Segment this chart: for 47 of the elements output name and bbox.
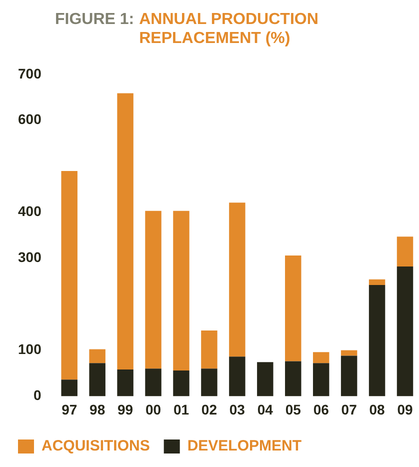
x-tick-label: 06	[313, 401, 330, 418]
bar	[340, 350, 358, 356]
x-tick-label: 07	[341, 401, 358, 418]
bar	[173, 210, 190, 370]
x-tick-label: 05	[285, 401, 302, 418]
x-tick-label: 01	[173, 401, 190, 418]
bar	[340, 356, 358, 396]
bar	[229, 356, 246, 396]
x-tick-label: 97	[62, 401, 78, 418]
legend-label: DEVELOPMENT	[187, 438, 302, 455]
bar	[61, 380, 78, 396]
bar	[257, 362, 274, 396]
bar	[117, 93, 134, 370]
bar	[201, 330, 218, 369]
bar	[368, 279, 386, 285]
x-tick-label: 00	[145, 401, 162, 418]
bar	[368, 284, 386, 396]
legend-label: ACQUISITIONS	[42, 438, 150, 455]
y-tick-label: 700	[18, 65, 42, 82]
x-tick-label: 02	[201, 401, 218, 418]
bar	[201, 368, 218, 396]
bar	[145, 368, 162, 396]
bar	[396, 266, 414, 396]
bar	[285, 256, 302, 362]
bar	[312, 352, 330, 364]
y-tick-label: 0	[34, 387, 42, 404]
bar	[89, 363, 106, 396]
y-tick-label: 300	[18, 249, 42, 266]
bar	[173, 370, 190, 396]
bar	[229, 202, 246, 357]
chart-title: FIGURE 1: ANNUAL PRODUCTION REPLACEMENT (%)	[55, 10, 320, 48]
y-tick-label: 600	[18, 111, 42, 128]
x-tick-label: 04	[257, 401, 274, 418]
bar	[285, 361, 302, 396]
bar	[145, 210, 162, 369]
x-tick-label: 98	[90, 401, 106, 418]
bar	[117, 370, 134, 396]
x-tick-label: 99	[118, 401, 134, 418]
x-tick-label: 08	[369, 401, 386, 418]
x-tick-label: 09	[397, 401, 414, 418]
x-tick-label: 03	[229, 401, 246, 418]
y-tick-label: 100	[18, 341, 42, 358]
bar	[61, 170, 78, 380]
bar	[89, 349, 106, 364]
y-tick-label: 400	[18, 203, 42, 220]
bar	[312, 363, 330, 396]
bar	[396, 236, 414, 267]
